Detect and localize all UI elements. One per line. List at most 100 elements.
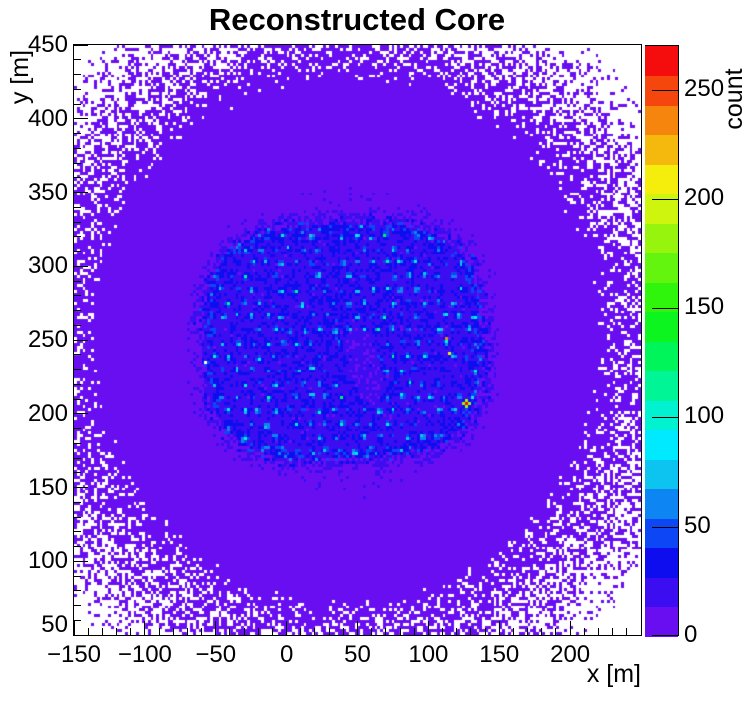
colorbar-band — [645, 252, 678, 283]
x-major-tick — [73, 621, 75, 635]
y-major-tick — [74, 413, 88, 415]
colorbar-band — [645, 193, 678, 224]
x-minor-tick — [201, 628, 203, 635]
x-minor-tick — [399, 628, 401, 635]
x-minor-tick — [328, 628, 330, 635]
y-tick-label: 400 — [27, 104, 68, 132]
x-minor-tick — [229, 628, 231, 635]
x-minor-tick — [271, 628, 273, 635]
y-minor-tick — [74, 457, 81, 459]
y-minor-tick — [74, 472, 81, 474]
colorbar-band — [645, 606, 678, 637]
x-axis-title: x [m] — [586, 660, 641, 688]
x-minor-tick — [116, 628, 118, 635]
y-minor-tick — [74, 251, 81, 252]
y-minor-tick — [74, 206, 81, 208]
x-minor-tick — [87, 628, 89, 635]
y-minor-tick — [74, 221, 81, 223]
y-major-tick — [74, 118, 88, 120]
z-tick-label: 200 — [684, 183, 725, 211]
plot-frame — [73, 44, 642, 636]
x-minor-tick — [541, 628, 543, 635]
x-minor-tick — [597, 628, 599, 635]
x-major-tick — [498, 621, 500, 635]
z-tick-label: 100 — [684, 402, 725, 430]
y-minor-tick — [74, 516, 81, 518]
x-minor-tick — [626, 628, 628, 635]
y-minor-tick — [74, 546, 81, 547]
z-tick-label: 50 — [684, 511, 711, 539]
y-minor-tick — [74, 177, 81, 179]
y-minor-tick — [74, 295, 81, 297]
colorbar-tick — [652, 635, 678, 636]
x-minor-tick — [527, 628, 529, 635]
x-major-tick — [569, 621, 571, 635]
x-major-tick — [215, 621, 217, 635]
x-minor-tick — [371, 628, 373, 635]
x-minor-tick — [442, 628, 444, 635]
z-tick-label: 150 — [684, 293, 725, 321]
colorbar — [645, 45, 679, 637]
colorbar-band — [645, 164, 678, 194]
y-major-tick — [74, 44, 88, 46]
colorbar-band — [645, 311, 678, 342]
colorbar-band — [645, 429, 678, 460]
x-minor-tick — [101, 628, 103, 635]
heatmap-canvas — [74, 45, 641, 635]
x-tick-label: 100 — [408, 641, 449, 668]
y-minor-tick — [74, 310, 81, 311]
x-tick-label: 50 — [344, 641, 371, 668]
x-minor-tick — [314, 628, 316, 635]
y-minor-tick — [74, 74, 81, 75]
y-minor-tick — [74, 88, 81, 90]
z-tick-label: 250 — [684, 74, 725, 102]
y-minor-tick — [74, 236, 81, 238]
y-minor-tick — [74, 324, 81, 326]
y-tick-label: 100 — [27, 547, 68, 575]
y-major-tick — [74, 339, 88, 341]
x-minor-tick — [130, 628, 132, 635]
y-minor-tick — [74, 133, 81, 134]
colorbar-band — [645, 459, 678, 489]
y-minor-tick — [74, 59, 81, 61]
colorbar-band — [645, 547, 678, 578]
y-tick-label: 150 — [27, 473, 68, 501]
colorbar-tick — [652, 198, 678, 200]
colorbar-band — [645, 577, 678, 607]
x-minor-tick — [172, 628, 174, 635]
y-minor-tick — [74, 354, 81, 356]
colorbar-band — [645, 400, 678, 430]
colorbar-band — [645, 134, 678, 165]
y-minor-tick — [74, 590, 81, 592]
colorbar-tick — [652, 417, 678, 419]
y-minor-tick — [74, 398, 81, 400]
colorbar-tick — [652, 526, 678, 528]
y-major-tick — [74, 265, 88, 267]
x-minor-tick — [342, 628, 344, 635]
colorbar-band — [645, 223, 678, 253]
colorbar-band — [645, 370, 678, 401]
x-minor-tick — [300, 628, 302, 635]
y-minor-tick — [74, 501, 81, 503]
x-minor-tick — [612, 628, 614, 635]
x-minor-tick — [257, 628, 259, 635]
x-minor-tick — [186, 628, 188, 635]
y-tick-label: 250 — [27, 326, 68, 353]
colorbar-band — [645, 488, 678, 519]
colorbar-tick — [652, 89, 678, 91]
x-minor-tick — [456, 628, 458, 635]
y-tick-label: 450 — [27, 31, 68, 58]
x-tick-label: −50 — [195, 641, 237, 668]
y-minor-tick — [74, 383, 81, 385]
y-major-tick — [74, 634, 88, 636]
colorbar-band — [645, 282, 678, 312]
x-major-tick — [427, 621, 429, 635]
x-tick-label: −100 — [117, 641, 172, 668]
y-minor-tick — [74, 369, 81, 370]
y-minor-tick — [74, 162, 81, 164]
x-major-tick — [144, 621, 146, 635]
y-minor-tick — [74, 575, 81, 577]
y-minor-tick — [74, 442, 81, 444]
colorbar-band — [645, 105, 678, 135]
